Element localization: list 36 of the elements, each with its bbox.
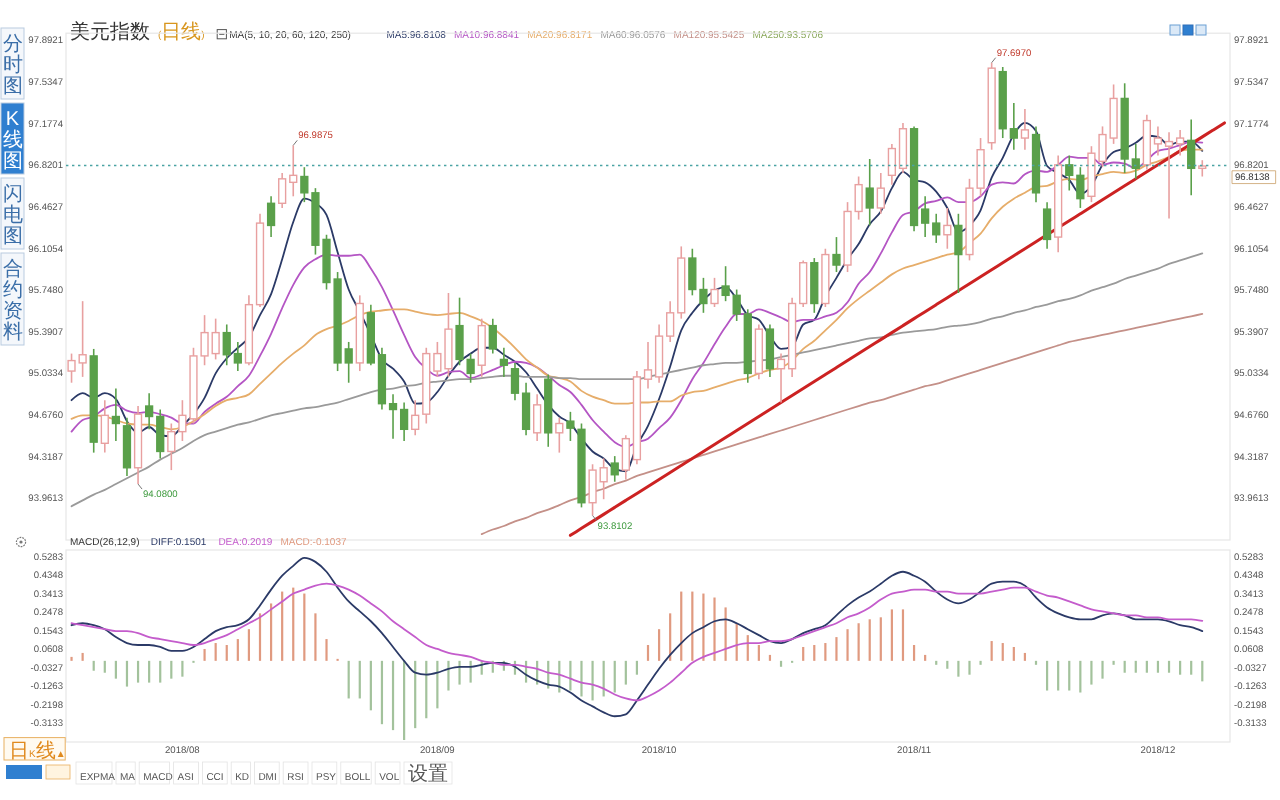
candlestick xyxy=(832,236,841,273)
candlestick xyxy=(266,195,276,238)
candlestick xyxy=(100,399,109,454)
candlestick xyxy=(499,346,509,378)
button: 设置 xyxy=(403,761,453,786)
candlestick xyxy=(566,411,575,442)
candlestick xyxy=(810,257,819,314)
tab: K线图 xyxy=(0,102,25,175)
candlestick xyxy=(943,207,952,250)
candlestick xyxy=(477,317,486,378)
line-series xyxy=(70,252,1204,508)
candlestick xyxy=(865,158,874,227)
candlestick xyxy=(1198,159,1207,178)
candlestick xyxy=(1020,108,1030,151)
line-series xyxy=(568,121,1226,537)
tab: 分时图 xyxy=(0,27,25,100)
line-series xyxy=(70,582,1204,702)
candlestick xyxy=(555,416,564,454)
candlestick xyxy=(533,393,542,442)
tab: 闪电图 xyxy=(0,177,25,250)
candlestick xyxy=(710,277,719,308)
candlestick xyxy=(610,455,619,483)
line-series xyxy=(480,313,1204,536)
candlestick xyxy=(754,323,763,381)
candlestick xyxy=(111,387,121,442)
candlestick xyxy=(122,416,132,477)
line-series xyxy=(70,557,1204,718)
candlestick xyxy=(1187,118,1196,196)
candlestick xyxy=(765,323,775,378)
tab: 合约资料 xyxy=(0,252,25,346)
candlestick xyxy=(1042,201,1052,250)
candlestick xyxy=(954,212,963,294)
chart-title: 美元指数 xyxy=(70,20,150,44)
candlestick xyxy=(876,172,885,215)
candlestick xyxy=(411,399,420,436)
candlestick xyxy=(488,317,497,355)
